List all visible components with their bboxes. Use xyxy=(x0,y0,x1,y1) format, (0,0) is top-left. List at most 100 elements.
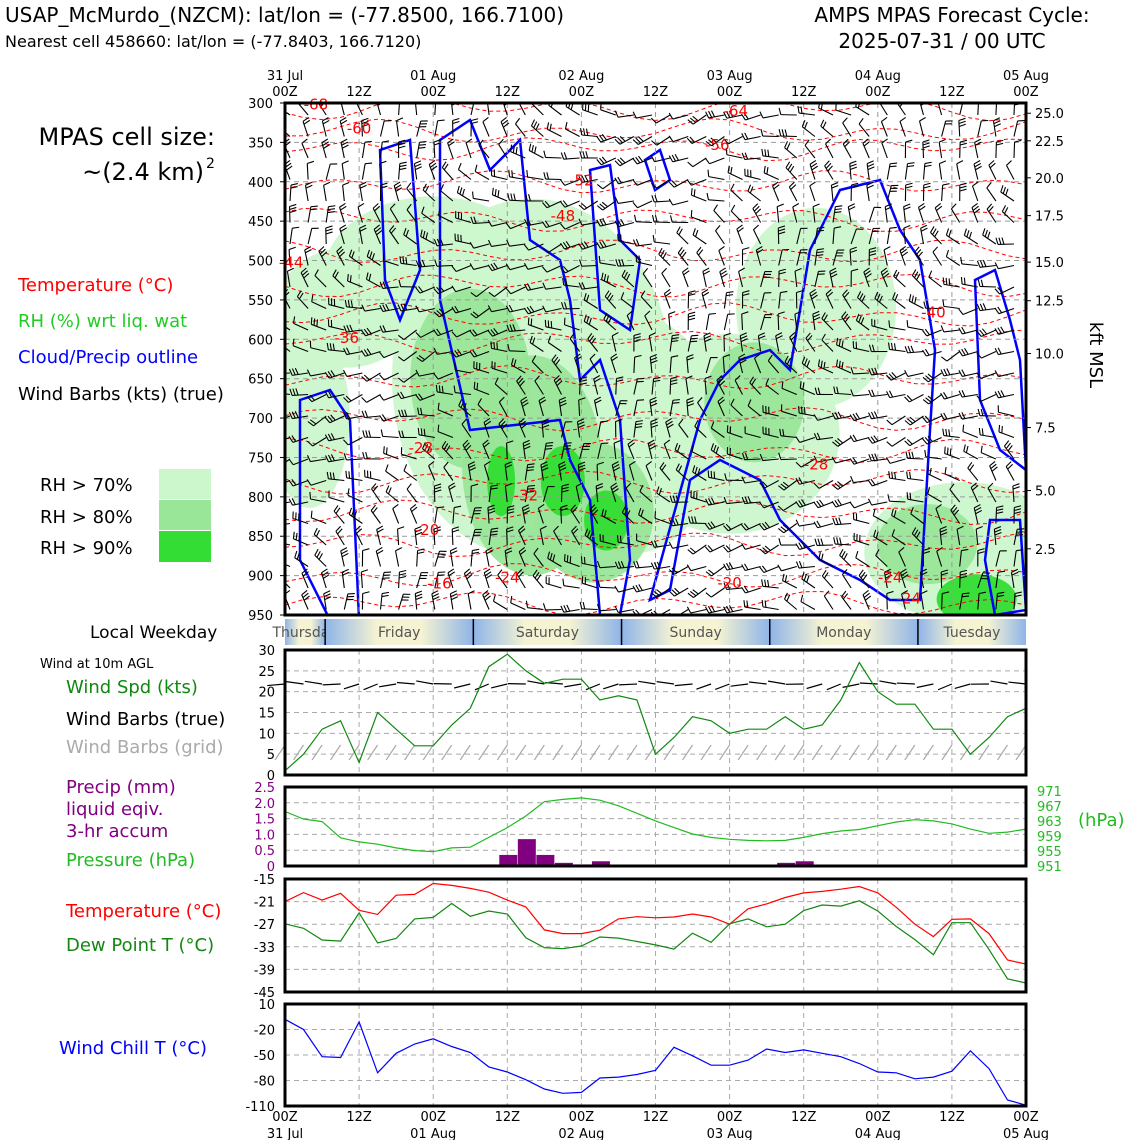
wind-barb-feather xyxy=(767,354,773,362)
wind-barb xyxy=(379,163,382,180)
wind-barb-feather xyxy=(961,390,966,397)
wind-barb-feather xyxy=(958,308,964,315)
wind-barb-feather xyxy=(583,241,589,248)
panel-tick-label: 10 xyxy=(258,998,275,1013)
wind-barb-feather xyxy=(511,170,514,178)
wind-barb-feather xyxy=(541,221,547,228)
wind-barb-feather xyxy=(884,568,891,573)
wind-barb-feather xyxy=(305,249,312,254)
precip-bar xyxy=(591,861,610,866)
wind-barb xyxy=(663,293,671,309)
wind-barb-feather xyxy=(888,373,895,380)
wind-barb-feather xyxy=(813,483,820,489)
surface-wind-barb xyxy=(768,680,786,685)
wind-barb xyxy=(434,120,439,137)
wind-barb-feather xyxy=(906,395,913,401)
wind-barb-feather xyxy=(996,505,1004,509)
wind-barb-feather xyxy=(509,324,513,332)
wind-barb xyxy=(946,256,961,266)
wind-barb-feather xyxy=(766,167,769,175)
wind-barb-feather xyxy=(726,294,734,297)
wind-barb-feather xyxy=(613,466,621,472)
wind-barb xyxy=(668,314,671,331)
wind-barb xyxy=(531,103,544,116)
wind-barb-feather xyxy=(469,350,475,358)
wind-barb-feather xyxy=(717,396,724,402)
wind-barb xyxy=(579,378,581,395)
wind-barb xyxy=(434,507,438,524)
wind-barb-feather xyxy=(587,333,593,340)
wind-barb xyxy=(542,486,549,503)
wind-barb-feather xyxy=(327,433,333,441)
wind-barb-feather xyxy=(396,117,404,122)
wind-barb xyxy=(956,163,961,180)
wind-barb-feather xyxy=(693,189,696,197)
wind-barb-feather xyxy=(781,129,785,137)
weekday-band xyxy=(285,619,326,645)
wind-barb-feather xyxy=(566,604,571,612)
wind-barb xyxy=(582,582,598,589)
wind-barb-feather xyxy=(543,150,547,158)
wind-barb-feather xyxy=(596,560,601,568)
wind-barb xyxy=(564,178,580,186)
wind-barb xyxy=(835,458,852,464)
wind-barb-feather xyxy=(375,227,382,233)
wind-barb-feather xyxy=(867,437,873,444)
wind-barb-feather xyxy=(887,494,890,502)
wind-barb xyxy=(376,103,382,116)
wind-barb-feather xyxy=(707,545,714,552)
wind-barb xyxy=(762,114,779,119)
wind-barb-feather xyxy=(974,138,982,143)
wind-barb-feather xyxy=(850,249,858,254)
wind-barb xyxy=(909,415,924,426)
wind-barb-feather xyxy=(389,225,395,232)
wind-barb-feather xyxy=(617,219,622,227)
wind-barb xyxy=(656,587,671,598)
panel-frame xyxy=(283,1002,1028,1108)
wind-barb-feather xyxy=(923,301,927,309)
wind-barb-feather xyxy=(730,166,733,175)
height-tick-label: 15.0 xyxy=(1035,256,1064,271)
wind-barb-feather xyxy=(753,224,760,231)
wind-barb-feather xyxy=(579,601,583,609)
wind-barb-feather xyxy=(540,461,548,466)
wind-barb-feather xyxy=(710,521,716,528)
wind-barb xyxy=(654,157,671,163)
wind-barb-feather xyxy=(380,429,384,437)
wind-barb-feather xyxy=(580,556,583,564)
wind-barb xyxy=(565,128,580,137)
wind-barb-feather xyxy=(927,487,931,495)
wind-barb-feather xyxy=(707,470,710,478)
wind-barb xyxy=(428,465,436,481)
wind-barb-feather xyxy=(637,136,644,142)
wind-barb-feather xyxy=(553,356,559,363)
wind-barb xyxy=(692,544,707,555)
surface-wind-barb xyxy=(343,683,360,690)
dew-panel-label: Dew Point T (°C) xyxy=(66,935,214,956)
wind-barb-feather xyxy=(485,547,493,552)
wind-barb-feather xyxy=(973,208,981,214)
wind-barb-feather xyxy=(777,311,785,315)
wind-barb-feather xyxy=(379,415,384,422)
wind-barb xyxy=(361,163,366,180)
wind-barb-feather xyxy=(346,347,351,355)
wind-barb-feather xyxy=(515,147,518,155)
wind-barb xyxy=(987,487,997,503)
wind-barb-feather xyxy=(858,569,864,576)
wind-barb xyxy=(855,106,870,116)
wind-barb-feather xyxy=(1016,549,1024,552)
wind-barb xyxy=(452,507,455,524)
wind-barb xyxy=(636,114,653,119)
wind-barb-feather xyxy=(976,303,981,311)
surface-wind-barb xyxy=(954,683,971,689)
wind-barb-feather xyxy=(972,181,979,187)
wind-barb xyxy=(1013,550,1017,567)
wind-barb-feather xyxy=(296,290,302,297)
wind-barb xyxy=(736,228,744,245)
wind-barb xyxy=(782,580,798,589)
wind-barb xyxy=(637,200,653,209)
wind-barb-feather xyxy=(545,447,553,450)
wind-barb xyxy=(611,335,617,352)
wind-barb xyxy=(705,314,710,331)
wind-barb xyxy=(899,121,906,137)
